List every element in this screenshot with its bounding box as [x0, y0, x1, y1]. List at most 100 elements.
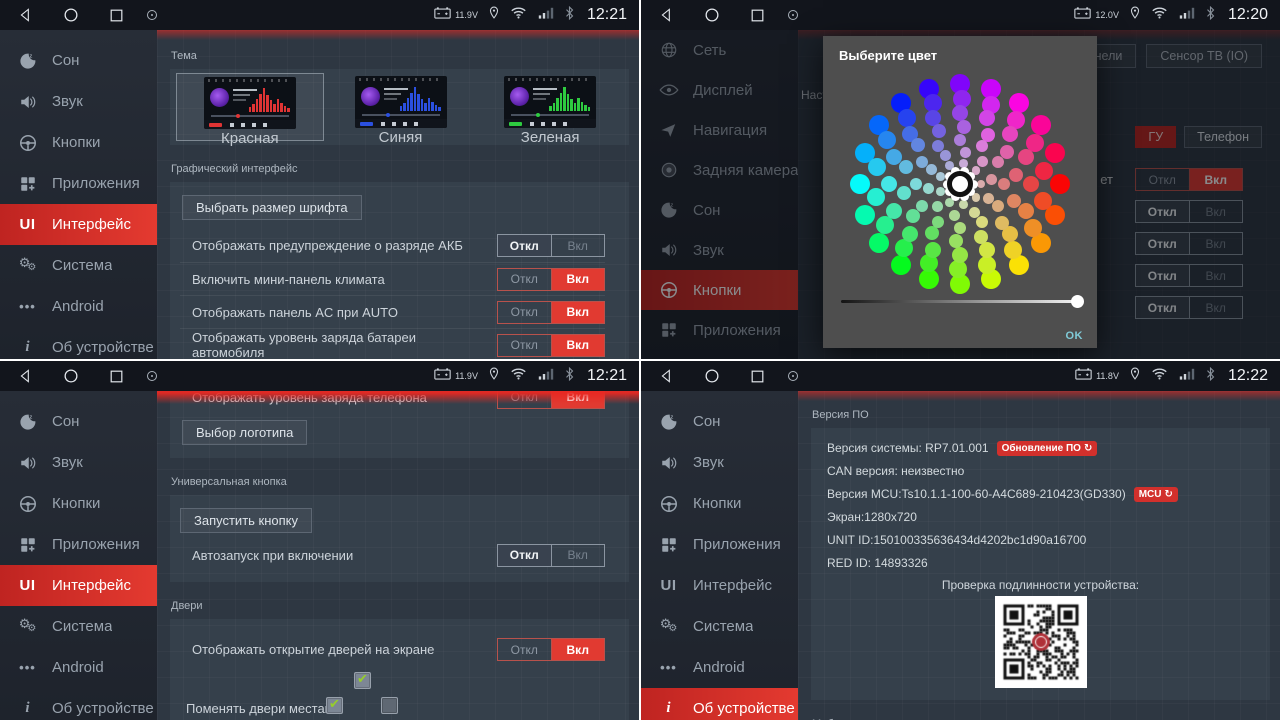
color-dot[interactable]	[952, 105, 968, 121]
color-dot[interactable]	[1008, 254, 1029, 275]
color-dot[interactable]	[953, 90, 972, 109]
sidebar-item-plane[interactable]: Навигация	[641, 110, 798, 150]
color-dot[interactable]	[997, 177, 1011, 191]
sidebar-item-speaker[interactable]: Звук	[641, 230, 798, 270]
color-dot[interactable]	[983, 193, 994, 205]
color-dot[interactable]	[973, 230, 988, 245]
recents-icon[interactable]	[109, 8, 124, 23]
color-dot[interactable]	[1004, 241, 1023, 260]
color-dot[interactable]	[924, 110, 941, 127]
update-badge[interactable]: MCU ↻	[1133, 487, 1178, 502]
color-dot[interactable]	[957, 120, 972, 135]
color-dot[interactable]	[915, 199, 929, 213]
color-dot[interactable]	[971, 193, 981, 202]
sidebar-item-globe[interactable]: Сеть	[641, 30, 798, 70]
update-badge[interactable]: Обновление ПО ↻	[996, 441, 1098, 456]
toggle-off[interactable]: Откл Вкл	[1135, 264, 1243, 287]
theme-option-Зеленая[interactable]: Зеленая	[477, 73, 623, 146]
color-dot[interactable]	[980, 269, 1001, 290]
recents-icon[interactable]	[109, 369, 124, 384]
toggle-on[interactable]: Откл Вкл	[497, 333, 605, 357]
color-dot[interactable]	[894, 238, 913, 257]
color-dot[interactable]	[971, 166, 981, 175]
color-dot[interactable]	[909, 177, 923, 191]
color-dot[interactable]	[981, 127, 996, 142]
toggle-on[interactable]: Откл Вкл	[1135, 168, 1243, 191]
sidebar-item-info[interactable]: i Об устройстве	[641, 688, 798, 720]
phone-button[interactable]: Телефон	[1184, 126, 1262, 148]
color-dot[interactable]	[891, 93, 912, 114]
color-dot[interactable]	[897, 108, 916, 127]
sidebar-item-info[interactable]: i Об устройстве	[0, 327, 157, 359]
color-dot[interactable]	[931, 215, 945, 229]
sidebar-item-steering[interactable]: Кнопки	[0, 122, 157, 163]
color-dot[interactable]	[911, 138, 926, 153]
color-dot[interactable]	[978, 255, 997, 274]
color-dot[interactable]	[1030, 115, 1051, 136]
home-icon[interactable]	[63, 7, 79, 23]
sidebar-item-gears[interactable]: ⚙⚙ Система	[641, 606, 798, 647]
home-icon[interactable]	[63, 368, 79, 384]
color-dot[interactable]	[891, 254, 912, 275]
color-dot[interactable]	[915, 155, 929, 169]
sidebar-item-speaker[interactable]: Звук	[0, 81, 157, 122]
theme-option-Синяя[interactable]: Синяя	[328, 73, 474, 146]
sidebar-item-steering[interactable]: Кнопки	[641, 483, 798, 524]
color-dot[interactable]	[1034, 191, 1053, 210]
color-dot[interactable]	[854, 143, 875, 164]
sidebar-item-eye[interactable]: Дисплей	[641, 70, 798, 110]
sidebar-item-ui[interactable]: UI Интерфейс	[0, 204, 157, 245]
sidebar-item-apps[interactable]: Приложения	[641, 310, 798, 350]
color-dot[interactable]	[1007, 111, 1026, 130]
sidebar-item-speaker[interactable]: Звук	[0, 442, 157, 483]
sidebar-item-dots[interactable]: ••• Android	[641, 647, 798, 688]
color-dot[interactable]	[905, 209, 920, 224]
door-checkbox-left[interactable]	[326, 696, 343, 714]
toggle-on[interactable]: Откл Вкл	[497, 300, 605, 324]
shortcut-icon[interactable]	[787, 9, 799, 21]
sidebar-item-info[interactable]: i Об устройстве	[0, 688, 157, 720]
color-dot[interactable]	[1017, 148, 1034, 165]
color-dot[interactable]	[945, 197, 954, 207]
color-dot[interactable]	[876, 215, 895, 234]
color-dot[interactable]	[924, 241, 941, 258]
recents-icon[interactable]	[750, 8, 765, 23]
color-dot[interactable]	[931, 139, 945, 153]
color-dot[interactable]	[959, 200, 969, 210]
sidebar-item-speaker[interactable]: Звук	[641, 442, 798, 483]
toggle-off[interactable]: Откл Вкл	[1135, 200, 1243, 223]
color-dot[interactable]	[968, 207, 980, 218]
color-dot[interactable]	[869, 115, 890, 136]
color-dot[interactable]	[850, 174, 870, 194]
color-dot[interactable]	[1008, 93, 1029, 114]
color-dot[interactable]	[1030, 232, 1051, 253]
color-dot[interactable]	[953, 133, 967, 147]
back-icon[interactable]	[18, 368, 33, 384]
run-button[interactable]: Запустить кнопку	[180, 508, 312, 533]
color-dot[interactable]	[1023, 176, 1039, 192]
color-dot[interactable]	[932, 123, 947, 138]
color-dot[interactable]	[931, 201, 943, 212]
sidebar-item-apps[interactable]: Приложения	[0, 163, 157, 204]
home-icon[interactable]	[704, 7, 720, 23]
color-dot[interactable]	[991, 199, 1005, 213]
color-dot[interactable]	[975, 139, 989, 153]
color-dot[interactable]	[919, 254, 938, 273]
color-dot[interactable]	[991, 155, 1005, 169]
color-dot[interactable]	[948, 233, 963, 248]
sidebar-item-moon[interactable]: z Сон	[641, 190, 798, 230]
color-dot[interactable]	[886, 148, 903, 165]
tab-tv-sensor[interactable]: Сенсор ТВ (IO)	[1146, 44, 1262, 68]
logo-select-button[interactable]: Выбор логотипа	[182, 420, 308, 445]
sidebar-item-gears[interactable]: ⚙⚙ Система	[0, 606, 157, 647]
color-dot[interactable]	[1023, 219, 1042, 238]
toggle-on[interactable]: Откл Вкл	[497, 638, 605, 661]
sidebar-item-gears[interactable]: ⚙⚙ Система	[0, 245, 157, 286]
slider-thumb[interactable]	[1071, 295, 1084, 308]
color-dot[interactable]	[950, 274, 970, 294]
color-dot[interactable]	[1002, 226, 1019, 243]
sidebar-item-dots[interactable]: ••• Android	[0, 286, 157, 327]
shortcut-icon[interactable]	[146, 370, 158, 382]
color-dot[interactable]	[1045, 204, 1066, 225]
color-dot[interactable]	[922, 183, 934, 195]
